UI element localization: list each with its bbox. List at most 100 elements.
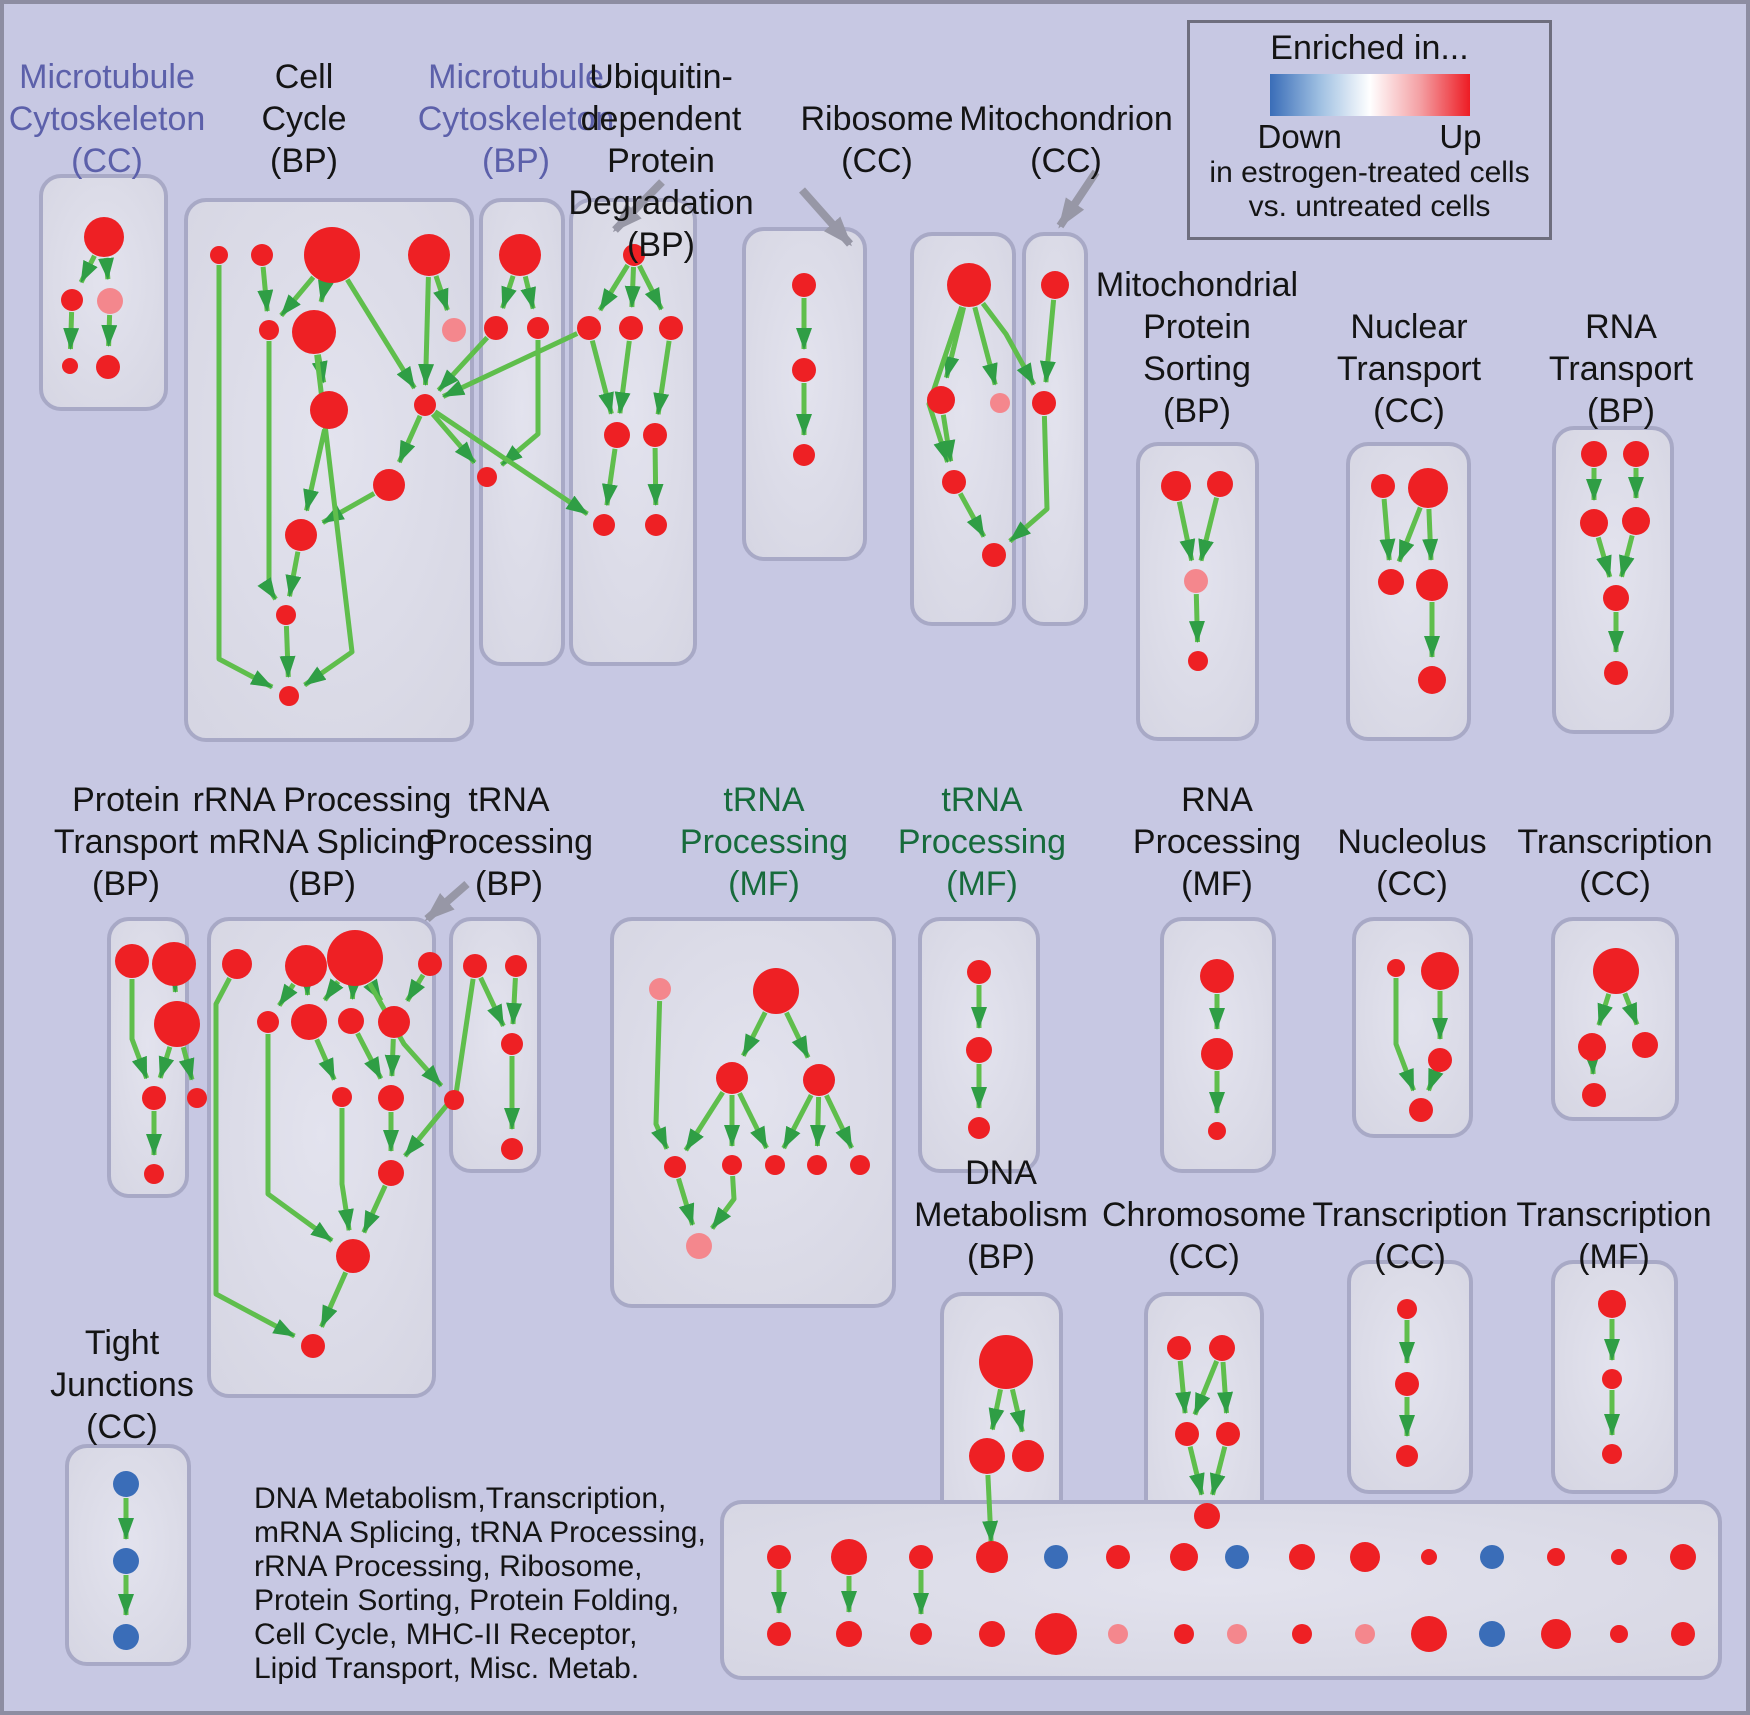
go-term-node-r bbox=[910, 1623, 932, 1645]
go-term-node-r bbox=[753, 968, 799, 1014]
edge-arrow bbox=[178, 1046, 195, 1081]
go-term-node-r bbox=[505, 955, 527, 977]
go-term-node-r bbox=[982, 543, 1006, 567]
category-box-mitochondrion-cc bbox=[1022, 232, 1088, 626]
go-term-node-b bbox=[1225, 1545, 1249, 1569]
go-term-node-r bbox=[792, 273, 816, 297]
edge-arrow bbox=[216, 265, 274, 690]
edge-arrow bbox=[1426, 1067, 1444, 1092]
edge-arrow bbox=[285, 551, 302, 598]
go-term-node-r bbox=[142, 1086, 166, 1110]
edge-arrow bbox=[78, 254, 98, 284]
edge-arrow bbox=[319, 1271, 348, 1328]
misc-categories-note: DNA Metabolism,Transcription, mRNA Splici… bbox=[254, 1482, 706, 1686]
edge-arrow bbox=[157, 1046, 175, 1079]
go-term-node-r bbox=[1350, 1542, 1380, 1572]
go-term-node-r bbox=[378, 1085, 404, 1111]
edge-arrow bbox=[442, 331, 579, 399]
edge-arrow bbox=[520, 275, 536, 310]
edge-arrow bbox=[499, 340, 541, 467]
go-term-node-r bbox=[1622, 507, 1650, 535]
go-term-node-r bbox=[301, 1334, 325, 1358]
go-term-node-r bbox=[251, 244, 273, 266]
category-box-rrna-processing-mrna-splicing-bp bbox=[207, 917, 436, 1398]
edge-arrow bbox=[1009, 1388, 1026, 1433]
edge-arrow bbox=[653, 340, 672, 416]
go-term-node-r bbox=[1610, 1625, 1628, 1643]
edge-arrow bbox=[1188, 593, 1205, 643]
go-term-node-p bbox=[1108, 1624, 1128, 1644]
edge-arrow bbox=[710, 1175, 737, 1230]
network-diagram bbox=[39, 169, 1722, 1680]
label-pointer-arrow bbox=[1056, 169, 1100, 229]
edge-arrow bbox=[265, 1034, 334, 1243]
go-term-node-r bbox=[645, 514, 667, 536]
go-term-node-r bbox=[1289, 1544, 1315, 1570]
go-term-node-r bbox=[1670, 1544, 1696, 1570]
go-term-node-b bbox=[1044, 1545, 1068, 1569]
go-term-node-r bbox=[1041, 271, 1069, 299]
go-term-node-r bbox=[1188, 651, 1208, 671]
edge-arrow bbox=[303, 428, 328, 512]
edge-arrow bbox=[1595, 536, 1613, 578]
go-term-node-p bbox=[649, 978, 671, 1000]
go-term-node-r bbox=[722, 1155, 742, 1175]
legend-title: Enriched in... bbox=[1270, 29, 1469, 67]
go-term-node-r bbox=[623, 244, 645, 266]
legend-down-label: Down bbox=[1257, 118, 1342, 155]
go-term-node-r bbox=[1167, 1336, 1191, 1360]
edge-arrow bbox=[647, 447, 664, 506]
go-term-node-r bbox=[1161, 471, 1191, 501]
edge-arrow bbox=[1621, 992, 1640, 1026]
edge-arrow bbox=[824, 1094, 854, 1149]
edge-arrow bbox=[597, 263, 630, 312]
go-term-node-r bbox=[1032, 391, 1056, 415]
go-term-node-r bbox=[1207, 471, 1233, 497]
edge-arrow bbox=[601, 448, 618, 507]
edge-arrow bbox=[741, 1011, 768, 1057]
edge-arrow bbox=[345, 977, 362, 1000]
nodes bbox=[61, 217, 1696, 1655]
go-term-node-r bbox=[499, 234, 541, 276]
edge-arrow bbox=[614, 340, 632, 415]
go-term-node-r bbox=[577, 316, 601, 340]
category-box-ubiquitin-degradation-network bbox=[569, 198, 697, 666]
go-term-node-r bbox=[1541, 1619, 1571, 1649]
edge-arrow bbox=[982, 1474, 999, 1543]
go-term-node-r bbox=[1106, 1545, 1130, 1569]
go-term-node-r bbox=[947, 263, 991, 307]
go-term-node-r bbox=[292, 310, 336, 354]
edge-arrow bbox=[1422, 508, 1439, 561]
edges bbox=[63, 254, 1644, 1616]
go-term-node-r bbox=[338, 1008, 364, 1034]
edge-arrow bbox=[784, 1011, 811, 1059]
edge-arrow bbox=[279, 275, 316, 318]
go-term-node-r bbox=[604, 422, 630, 448]
go-term-node-r bbox=[408, 234, 450, 276]
go-term-node-b bbox=[113, 1471, 139, 1497]
go-term-node-r bbox=[418, 952, 442, 976]
go-term-node-b bbox=[113, 1624, 139, 1650]
go-term-node-r bbox=[1582, 1083, 1606, 1107]
go-term-node-r bbox=[61, 289, 83, 311]
edge-arrow bbox=[257, 341, 278, 601]
go-term-node-r bbox=[1208, 1122, 1226, 1140]
edge-arrow bbox=[1198, 496, 1220, 562]
go-term-node-r bbox=[310, 391, 348, 429]
edge-arrow bbox=[958, 492, 987, 538]
go-term-node-r bbox=[291, 1004, 327, 1040]
edge-arrow bbox=[988, 1388, 1005, 1431]
go-term-node-r bbox=[1200, 959, 1234, 993]
legend-gradient-bar bbox=[1269, 74, 1470, 116]
note-line-2: mRNA Splicing, tRNA Processing, bbox=[254, 1516, 706, 1549]
go-term-node-r bbox=[1593, 948, 1639, 994]
edge-arrow bbox=[1596, 993, 1613, 1027]
go-term-node-r bbox=[593, 514, 615, 536]
edge-arrow bbox=[1175, 1360, 1192, 1415]
go-term-node-r bbox=[1395, 1372, 1419, 1396]
edge-arrow bbox=[405, 973, 426, 1003]
edge-arrow bbox=[361, 1184, 388, 1234]
edge-arrow bbox=[1217, 1361, 1234, 1415]
go-term-node-r bbox=[444, 1090, 464, 1110]
category-box-ribosome-cc bbox=[910, 232, 1016, 626]
